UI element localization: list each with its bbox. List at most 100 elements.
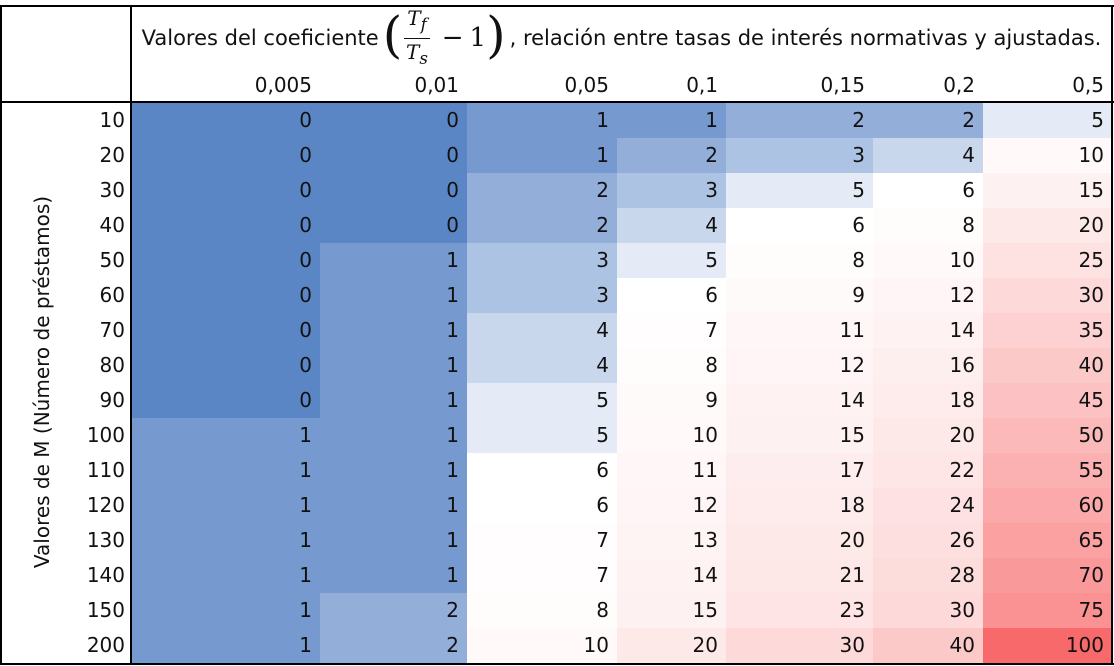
row-header: 50 xyxy=(99,248,125,272)
heatmap-cell: 16 xyxy=(873,348,983,383)
heatmap-cell: 6 xyxy=(467,453,617,488)
row-header: 20 xyxy=(99,143,125,167)
heatmap-cell: 0 xyxy=(320,138,467,173)
heatmap-cell: 1 xyxy=(320,523,467,558)
heatmap-cell: 35 xyxy=(983,313,1112,348)
heatmap-cell: 0 xyxy=(131,173,320,208)
heatmap-cell: 1 xyxy=(131,558,320,593)
row-header: 80 xyxy=(99,353,125,377)
heatmap-cell: 7 xyxy=(617,313,726,348)
heatmap-cell: 28 xyxy=(873,558,983,593)
heatmap-cell: 1 xyxy=(320,488,467,523)
heatmap-cell: 8 xyxy=(467,593,617,628)
heatmap-cell: 6 xyxy=(873,173,983,208)
heatmap-cell: 1 xyxy=(320,383,467,418)
heatmap-cell: 0 xyxy=(131,348,320,383)
heatmap-cell: 12 xyxy=(726,348,873,383)
heatmap-cell: 75 xyxy=(983,593,1112,628)
heatmap-cell: 14 xyxy=(617,558,726,593)
heatmap-cell: 18 xyxy=(726,488,873,523)
heatmap-cell: 2 xyxy=(320,593,467,628)
column-header: 0,1 xyxy=(686,73,718,97)
coefficient-formula: ( Tf Ts − 1 ) xyxy=(382,5,506,68)
heatmap-cell: 1 xyxy=(320,418,467,453)
row-header: 120 xyxy=(86,493,125,517)
heatmap-cell: 1 xyxy=(617,103,726,138)
heatmap-cell: 5 xyxy=(726,173,873,208)
row-header: 140 xyxy=(86,563,125,587)
heatmap-cell: 5 xyxy=(467,418,617,453)
heatmap-cell: 18 xyxy=(873,383,983,418)
heatmap-cell: 8 xyxy=(726,243,873,278)
heatmap-cell: 30 xyxy=(726,628,873,663)
heatmap-cell: 3 xyxy=(726,138,873,173)
row-header: 10 xyxy=(99,108,125,132)
heatmap-cell: 30 xyxy=(983,278,1112,313)
formula-denominator-sub: s xyxy=(419,48,428,68)
heatmap-cell: 15 xyxy=(617,593,726,628)
heatmap-cell: 20 xyxy=(617,628,726,663)
column-header: 0,01 xyxy=(414,73,459,97)
heatmap-cell: 4 xyxy=(873,138,983,173)
heatmap-cell: 1 xyxy=(467,138,617,173)
heatmap-cell: 40 xyxy=(873,628,983,663)
heatmap-cell: 15 xyxy=(983,173,1112,208)
heatmap-cell: 10 xyxy=(617,418,726,453)
heatmap-cell: 13 xyxy=(617,523,726,558)
heatmap-cell: 55 xyxy=(983,453,1112,488)
heatmap-cell: 21 xyxy=(726,558,873,593)
heatmap-cell: 2 xyxy=(320,628,467,663)
heatmap-cell: 1 xyxy=(320,313,467,348)
heatmap-cell: 1 xyxy=(320,348,467,383)
heatmap-cell: 17 xyxy=(726,453,873,488)
heatmap-cell: 65 xyxy=(983,523,1112,558)
formula-numerator: T xyxy=(407,5,421,30)
heatmap-cell: 20 xyxy=(873,418,983,453)
heatmap-cell: 60 xyxy=(983,488,1112,523)
row-header: 40 xyxy=(99,213,125,237)
heatmap-cell: 70 xyxy=(983,558,1112,593)
heatmap-cell: 23 xyxy=(726,593,873,628)
heatmap-cell: 40 xyxy=(983,348,1112,383)
heatmap-cell: 3 xyxy=(467,243,617,278)
row-header: 200 xyxy=(86,633,125,657)
heatmap-cell: 30 xyxy=(873,593,983,628)
heatmap-cell: 2 xyxy=(617,138,726,173)
row-header: 150 xyxy=(86,598,125,622)
heatmap-cell: 1 xyxy=(320,558,467,593)
heatmap-cell: 7 xyxy=(467,523,617,558)
heatmap-cell: 0 xyxy=(131,383,320,418)
heatmap-cell: 2 xyxy=(467,173,617,208)
heatmap-cell: 2 xyxy=(467,208,617,243)
heatmap-cell: 0 xyxy=(320,173,467,208)
heatmap-cell: 1 xyxy=(131,453,320,488)
heatmap-cell: 8 xyxy=(617,348,726,383)
heatmap-cell: 14 xyxy=(726,383,873,418)
heatmap-cell: 3 xyxy=(467,278,617,313)
heatmap-cell: 1 xyxy=(131,418,320,453)
heatmap-cell: 10 xyxy=(467,628,617,663)
heatmap-cell: 0 xyxy=(320,208,467,243)
title-suffix: , relación entre tasas de interés normat… xyxy=(509,26,1102,50)
heatmap-cell: 20 xyxy=(983,208,1112,243)
heatmap-cell: 1 xyxy=(131,523,320,558)
heatmap-cell: 0 xyxy=(131,138,320,173)
heatmap-cell: 11 xyxy=(726,313,873,348)
header-border xyxy=(0,101,1114,103)
formula-denominator: T xyxy=(406,39,420,64)
right-border xyxy=(1111,5,1113,665)
heatmap-cell: 15 xyxy=(726,418,873,453)
row-header: 130 xyxy=(86,528,125,552)
heatmap-cell: 10 xyxy=(873,243,983,278)
heatmap-cell: 3 xyxy=(617,173,726,208)
row-header: 30 xyxy=(99,178,125,202)
heatmap-cell: 11 xyxy=(617,453,726,488)
heatmap-cell: 2 xyxy=(726,103,873,138)
heatmap-cell: 1 xyxy=(320,278,467,313)
top-border xyxy=(0,5,1114,7)
row-header-border xyxy=(130,5,132,665)
heatmap-cell: 24 xyxy=(873,488,983,523)
formula-one: 1 xyxy=(469,23,487,53)
column-header: 0,15 xyxy=(820,73,865,97)
